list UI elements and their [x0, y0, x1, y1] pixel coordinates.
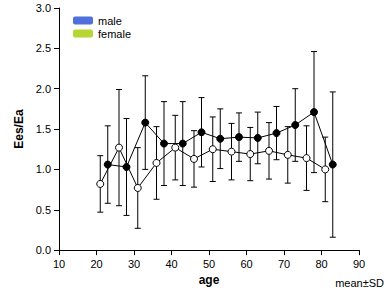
svg-text:80: 80	[315, 258, 327, 270]
svg-text:1.0: 1.0	[36, 163, 51, 175]
svg-text:10: 10	[53, 258, 65, 270]
svg-text:age: age	[199, 273, 220, 287]
svg-text:Ees/Ea: Ees/Ea	[12, 109, 26, 149]
svg-text:60: 60	[240, 258, 252, 270]
svg-text:1.5: 1.5	[36, 123, 51, 135]
svg-text:40: 40	[165, 258, 177, 270]
svg-text:0.0: 0.0	[36, 244, 51, 256]
svg-text:0.5: 0.5	[36, 204, 51, 216]
svg-text:3.0: 3.0	[36, 2, 51, 14]
svg-text:2.5: 2.5	[36, 42, 51, 54]
svg-text:male: male	[98, 15, 122, 27]
svg-text:50: 50	[203, 258, 215, 270]
svg-text:30: 30	[128, 258, 140, 270]
svg-text:2.0: 2.0	[36, 83, 51, 95]
svg-text:70: 70	[278, 258, 290, 270]
svg-text:female: female	[98, 28, 131, 40]
svg-text:20: 20	[90, 258, 102, 270]
svg-text:90: 90	[353, 258, 365, 270]
svg-text:mean±SD: mean±SD	[335, 277, 384, 289]
